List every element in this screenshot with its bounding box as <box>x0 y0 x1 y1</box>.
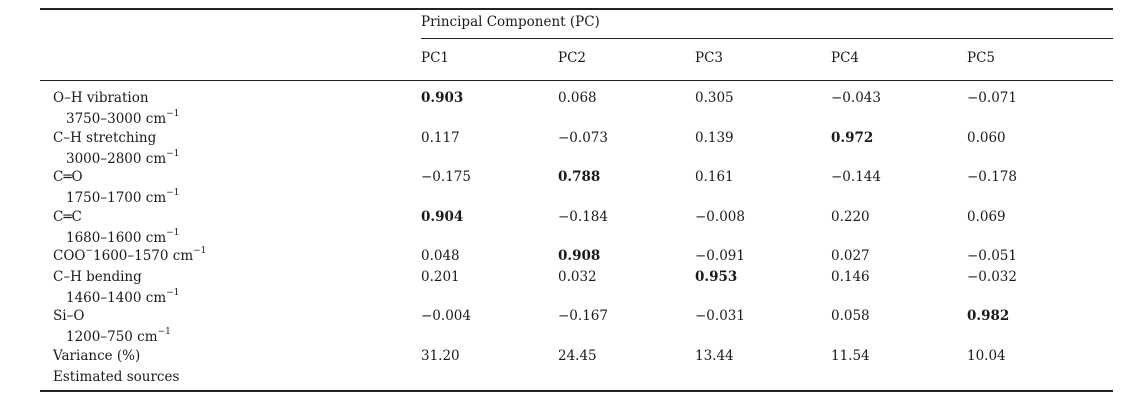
table-cell-pc1: −0.175 <box>421 169 471 185</box>
column-header-pc3: PC3 <box>695 50 724 66</box>
table-cell-pc1: 0.904 <box>421 209 464 225</box>
row-inline-range: 1600–1570 cm <box>93 248 194 264</box>
top-rule <box>40 8 1113 10</box>
table-cell-pc3: 0.305 <box>695 90 734 106</box>
table-cell-pc5: −0.032 <box>967 269 1017 285</box>
row-wavenumber-range: 1200–750 cm−1 <box>66 326 171 345</box>
table-cell-pc4: 0.058 <box>831 308 870 324</box>
row-range-text: 1200–750 cm <box>66 329 158 345</box>
row-inline-range-sup: −1 <box>193 245 207 256</box>
table-cell-pc4: 0.972 <box>831 130 874 146</box>
row-label-text: Si–O <box>53 308 85 324</box>
table-cell-pc1: 0.903 <box>421 90 464 106</box>
table-cell-pc5: 0.060 <box>967 130 1006 146</box>
column-header-pc4: PC4 <box>831 50 860 66</box>
row-label-text: C═O <box>53 169 83 185</box>
table-cell-pc2: −0.184 <box>558 209 608 225</box>
column-header-pc1: PC1 <box>421 50 450 66</box>
table-cell-pc5: 0.069 <box>967 209 1006 225</box>
bottom-rule <box>40 390 1113 392</box>
table-cell-pc4: 0.220 <box>831 209 870 225</box>
row-label: Si–O <box>53 308 84 324</box>
table-cell-pc3: −0.008 <box>695 209 745 225</box>
row-wavenumber-range: 1460–1400 cm−1 <box>66 287 180 306</box>
row-label: O–H vibration <box>53 90 149 106</box>
table-cell-pc5: 0.982 <box>967 308 1010 324</box>
table-cell-pc5: −0.071 <box>967 90 1017 106</box>
group-header: Principal Component (PC) <box>421 14 600 30</box>
table-cell-pc4: 0.146 <box>831 269 870 285</box>
row-label: C–H bending <box>53 269 142 285</box>
column-header-pc5: PC5 <box>967 50 996 66</box>
row-range-sup: −1 <box>166 187 180 198</box>
row-range-text: 1460–1400 cm <box>66 290 167 306</box>
row-label-text: C–H stretching <box>53 130 157 146</box>
row-label-text: O–H vibration <box>53 90 149 106</box>
pca-loadings-table: Principal Component (PC) PC1 PC2 PC3 PC4… <box>40 0 1113 407</box>
table-cell-pc3: 0.139 <box>695 130 734 146</box>
group-rule <box>421 38 1113 39</box>
column-header-pc2: PC2 <box>558 50 587 66</box>
table-cell-pc3: 0.161 <box>695 169 734 185</box>
table-cell-pc3: −0.031 <box>695 308 745 324</box>
row-wavenumber-range: 3000–2800 cm−1 <box>66 148 180 167</box>
table-cell-pc3: 0.953 <box>695 269 738 285</box>
table-cell-pc4: −0.144 <box>831 169 881 185</box>
row-range-text: 3000–2800 cm <box>66 151 167 167</box>
table-cell-pc5: −0.051 <box>967 248 1017 264</box>
row-wavenumber-range: 1750–1700 cm−1 <box>66 187 180 206</box>
row-label: C═O <box>53 169 83 185</box>
header-rule <box>40 80 1113 81</box>
table-cell-pc2: 0.908 <box>558 248 601 264</box>
table-cell-pc2: −0.167 <box>558 308 608 324</box>
row-range-text: 1680–1600 cm <box>66 230 167 246</box>
row-range-text: 3750–3000 cm <box>66 111 167 127</box>
table-cell-pc1: 0.117 <box>421 130 460 146</box>
table-cell-pc2: 0.788 <box>558 169 601 185</box>
row-label-sup: − <box>85 245 94 256</box>
table-cell-pc1: −0.004 <box>421 308 471 324</box>
table-cell-pc4: 0.027 <box>831 248 870 264</box>
row-range-text: 1750–1700 cm <box>66 190 167 206</box>
row-wavenumber-range: 3750–3000 cm−1 <box>66 108 180 127</box>
table-cell-pc2: 0.068 <box>558 90 597 106</box>
table-cell-pc2: 24.45 <box>558 348 597 364</box>
row-range-sup: −1 <box>166 227 180 238</box>
row-label-text: Estimated sources <box>53 369 180 385</box>
table-cell-pc2: 0.032 <box>558 269 597 285</box>
row-label-text: Variance (%) <box>53 348 141 364</box>
row-range-sup: −1 <box>166 287 180 298</box>
row-label: Estimated sources <box>53 369 179 385</box>
table-cell-pc2: −0.073 <box>558 130 608 146</box>
table-cell-pc3: −0.091 <box>695 248 745 264</box>
table-cell-pc5: 10.04 <box>967 348 1006 364</box>
row-label-text: COO <box>53 248 86 264</box>
table-cell-pc3: 13.44 <box>695 348 734 364</box>
table-cell-pc1: 0.201 <box>421 269 460 285</box>
row-label: COO−1600–1570 cm−1 <box>53 245 207 264</box>
row-range-sup: −1 <box>166 108 180 119</box>
row-range-sup: −1 <box>166 148 180 159</box>
row-label-text: C–H bending <box>53 269 142 285</box>
row-label: C═C <box>53 209 82 225</box>
row-range-sup: −1 <box>157 326 171 337</box>
row-label: C–H stretching <box>53 130 156 146</box>
table-cell-pc5: −0.178 <box>967 169 1017 185</box>
table-cell-pc1: 31.20 <box>421 348 460 364</box>
table-cell-pc1: 0.048 <box>421 248 460 264</box>
table-cell-pc4: 11.54 <box>831 348 870 364</box>
row-label-text: C═C <box>53 209 82 225</box>
table-cell-pc4: −0.043 <box>831 90 881 106</box>
row-label: Variance (%) <box>53 348 140 364</box>
row-wavenumber-range: 1680–1600 cm−1 <box>66 227 180 246</box>
